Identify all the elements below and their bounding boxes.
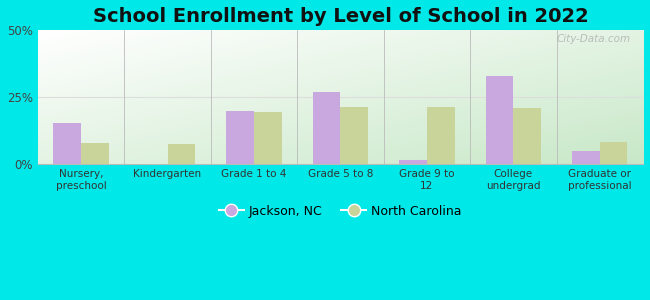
- Bar: [226, 111, 254, 164]
- Bar: [313, 92, 341, 164]
- Legend: Jackson, NC, North Carolina: Jackson, NC, North Carolina: [214, 200, 467, 223]
- Bar: [600, 142, 627, 164]
- Bar: [572, 151, 600, 164]
- Bar: [81, 143, 109, 164]
- Text: City-Data.com: City-Data.com: [557, 34, 631, 44]
- Bar: [514, 108, 541, 164]
- Bar: [427, 107, 454, 164]
- Bar: [254, 112, 281, 164]
- Bar: [341, 107, 368, 164]
- Bar: [53, 123, 81, 164]
- Title: School Enrollment by Level of School in 2022: School Enrollment by Level of School in …: [92, 7, 588, 26]
- Bar: [486, 76, 514, 164]
- Bar: [399, 160, 427, 164]
- Bar: [168, 144, 195, 164]
